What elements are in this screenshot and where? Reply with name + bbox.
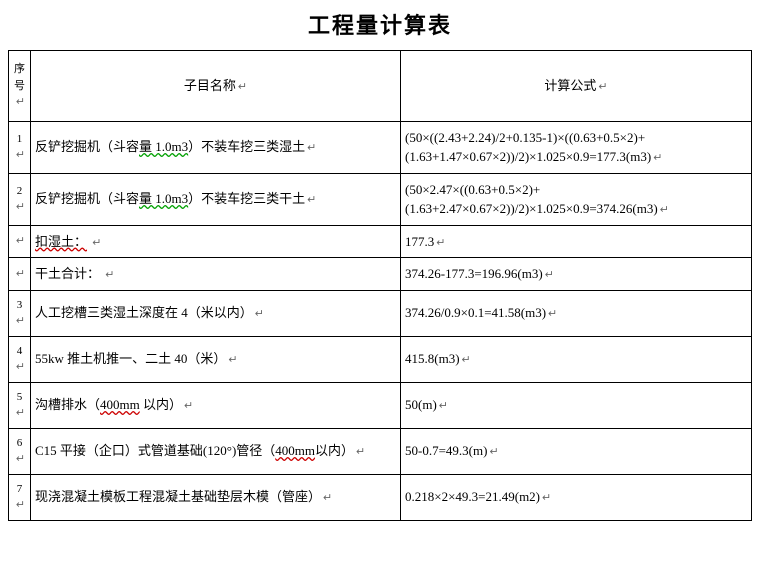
cell-formula: (50×2.47×((0.63+0.5×2)+(1.63+2.47×0.67×2… bbox=[401, 173, 752, 225]
cell-seq: 6↵ bbox=[9, 428, 31, 474]
table-row: ↵干土合计： ↵374.26-177.3=196.96(m3)↵ bbox=[9, 258, 752, 291]
cell-name: 人工挖槽三类湿土深度在 4（米以内）↵ bbox=[31, 290, 401, 336]
cell-formula: 415.8(m3)↵ bbox=[401, 336, 752, 382]
cell-formula: (50×((2.43+2.24)/2+0.135-1)×((0.63+0.5×2… bbox=[401, 121, 752, 173]
table-row: 7↵现浇混凝土模板工程混凝土基础垫层木模（管座）↵0.218×2×49.3=21… bbox=[9, 474, 752, 520]
table-row: 6↵C15 平接（企口）式管道基础(120°)管径（400mm以内）↵50-0.… bbox=[9, 428, 752, 474]
cell-seq: 4↵ bbox=[9, 336, 31, 382]
cell-seq: 3↵ bbox=[9, 290, 31, 336]
table-row: 1↵反铲挖掘机（斗容量 1.0m3）不装车挖三类湿土↵(50×((2.43+2.… bbox=[9, 121, 752, 173]
table-row: 3↵人工挖槽三类湿土深度在 4（米以内）↵374.26/0.9×0.1=41.5… bbox=[9, 290, 752, 336]
header-formula: 计算公式↵ bbox=[401, 51, 752, 122]
cell-name: 55kw 推土机推一、二土 40（米）↵ bbox=[31, 336, 401, 382]
header-name: 子目名称↵ bbox=[31, 51, 401, 122]
calculation-table: 序号↵ 子目名称↵ 计算公式↵ 1↵反铲挖掘机（斗容量 1.0m3）不装车挖三类… bbox=[8, 50, 752, 521]
table-row: ↵扣湿土： ↵177.3↵ bbox=[9, 225, 752, 258]
cell-name: 扣湿土： ↵ bbox=[31, 225, 401, 258]
table-header-row: 序号↵ 子目名称↵ 计算公式↵ bbox=[9, 51, 752, 122]
cell-name: C15 平接（企口）式管道基础(120°)管径（400mm以内）↵ bbox=[31, 428, 401, 474]
cell-name: 现浇混凝土模板工程混凝土基础垫层木模（管座）↵ bbox=[31, 474, 401, 520]
cell-seq: ↵ bbox=[9, 225, 31, 258]
cell-seq: 7↵ bbox=[9, 474, 31, 520]
header-seq: 序号↵ bbox=[9, 51, 31, 122]
table-row: 5↵沟槽排水（400mm 以内）↵50(m)↵ bbox=[9, 382, 752, 428]
cell-seq: 5↵ bbox=[9, 382, 31, 428]
cell-formula: 50-0.7=49.3(m)↵ bbox=[401, 428, 752, 474]
cell-formula: 177.3↵ bbox=[401, 225, 752, 258]
page-title: 工程量计算表 bbox=[8, 8, 752, 40]
cell-name: 反铲挖掘机（斗容量 1.0m3）不装车挖三类湿土↵ bbox=[31, 121, 401, 173]
table-row: 2↵反铲挖掘机（斗容量 1.0m3）不装车挖三类干土↵(50×2.47×((0.… bbox=[9, 173, 752, 225]
cell-formula: 374.26/0.9×0.1=41.58(m3)↵ bbox=[401, 290, 752, 336]
cell-name: 干土合计： ↵ bbox=[31, 258, 401, 291]
table-row: 4↵55kw 推土机推一、二土 40（米）↵415.8(m3)↵ bbox=[9, 336, 752, 382]
cell-formula: 374.26-177.3=196.96(m3)↵ bbox=[401, 258, 752, 291]
cell-seq: ↵ bbox=[9, 258, 31, 291]
cell-formula: 50(m)↵ bbox=[401, 382, 752, 428]
cell-seq: 1↵ bbox=[9, 121, 31, 173]
cell-seq: 2↵ bbox=[9, 173, 31, 225]
cell-name: 反铲挖掘机（斗容量 1.0m3）不装车挖三类干土↵ bbox=[31, 173, 401, 225]
cell-formula: 0.218×2×49.3=21.49(m2)↵ bbox=[401, 474, 752, 520]
cell-name: 沟槽排水（400mm 以内）↵ bbox=[31, 382, 401, 428]
